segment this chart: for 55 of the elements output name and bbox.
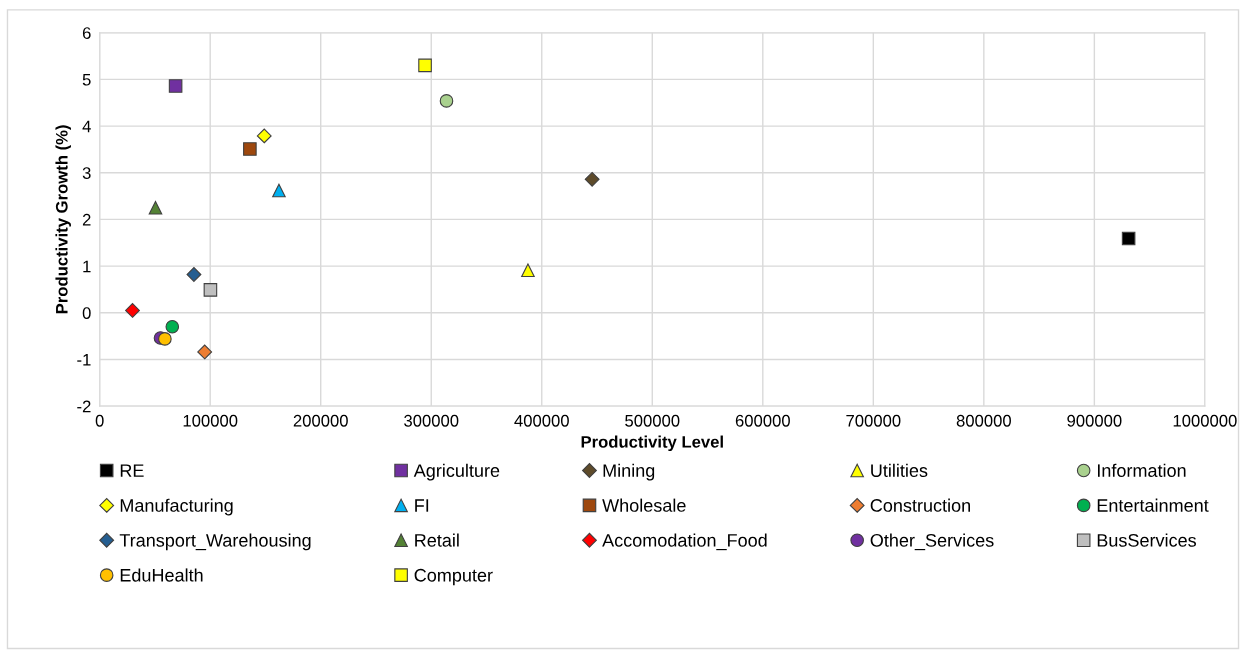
point xyxy=(165,319,180,334)
x-tick-label: 300000 xyxy=(404,414,459,427)
x-tick-label: 500000 xyxy=(625,414,680,427)
legend-label: FI xyxy=(415,499,429,512)
legend-label: Information xyxy=(1097,463,1186,477)
legend-label: Wholesale xyxy=(602,498,686,512)
legend-label: Entertainment xyxy=(1097,498,1209,512)
legend-label: Construction xyxy=(870,498,970,512)
x-tick-label: 600000 xyxy=(735,414,790,427)
point xyxy=(521,263,535,278)
point xyxy=(158,332,172,346)
point xyxy=(256,128,272,144)
point xyxy=(168,79,183,93)
y-tick-label: 5 xyxy=(82,73,91,86)
legend-label: Computer xyxy=(414,568,493,586)
legend-label: Transport_Warehousing xyxy=(119,533,311,551)
y-tick-label: -2 xyxy=(77,400,91,413)
point xyxy=(1121,231,1136,246)
x-tick-label: 200000 xyxy=(293,414,348,427)
legend-label: Agriculture xyxy=(413,463,500,481)
point xyxy=(186,267,202,282)
y-axis-title: Productivity Growth (%) xyxy=(55,125,71,314)
point xyxy=(272,183,286,198)
legend-label: Utilities xyxy=(871,463,928,477)
y-tick-label: 1 xyxy=(83,260,91,273)
x-tick-label: 800000 xyxy=(956,414,1011,427)
legend-label: Other_Services xyxy=(870,533,994,551)
legend-label: Accomodation_Food xyxy=(602,533,767,551)
point xyxy=(148,200,163,215)
point xyxy=(197,344,213,360)
y-tick-label: -1 xyxy=(77,354,91,366)
x-tick-label: 400000 xyxy=(514,414,569,427)
point xyxy=(418,58,432,73)
point xyxy=(203,283,218,297)
legend-label: EduHealth xyxy=(120,568,203,582)
legend-label: Mining xyxy=(603,463,655,481)
point xyxy=(439,94,454,108)
x-tick-label: 900000 xyxy=(1067,414,1122,427)
legend-label: BusServices xyxy=(1097,533,1197,547)
legend-label: RE xyxy=(120,464,144,477)
x-tick-label: 700000 xyxy=(846,414,901,427)
x-tick-label: 100000 xyxy=(183,414,238,427)
x-tick-label: 0 xyxy=(95,414,104,427)
y-tick-label: 4 xyxy=(82,120,91,133)
x-tick-label: 1000000 xyxy=(1173,414,1237,427)
legend-label: Retail xyxy=(415,533,459,547)
x-axis-title: Productivity Level xyxy=(581,435,723,452)
point xyxy=(125,302,140,318)
point xyxy=(584,171,600,187)
y-tick-label: 0 xyxy=(82,307,91,319)
point xyxy=(243,142,257,156)
y-tick-label: 6 xyxy=(82,27,91,39)
y-tick-label: 3 xyxy=(82,167,91,179)
y-tick-label: 2 xyxy=(82,213,91,226)
legend-label: Manufacturing xyxy=(120,498,233,516)
